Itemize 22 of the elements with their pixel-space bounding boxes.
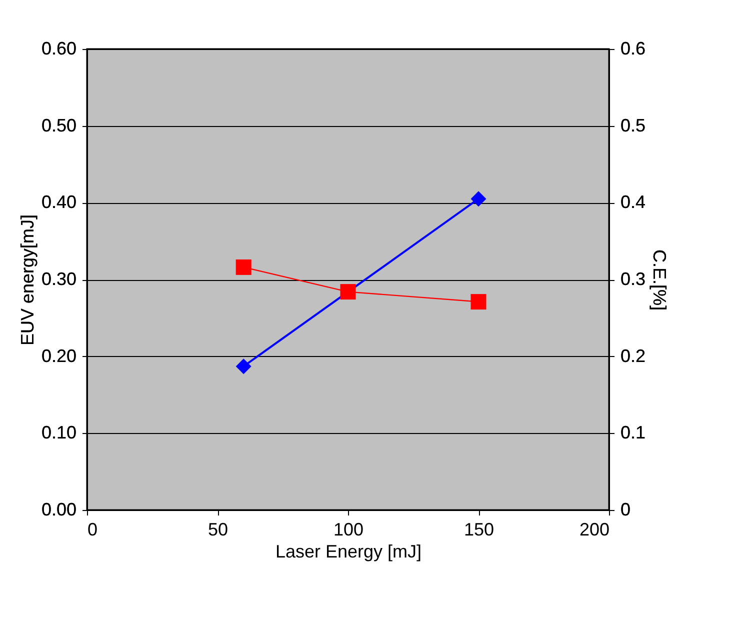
y-tick-label: 0.50	[41, 115, 76, 136]
x-tick-label: 50	[208, 520, 228, 540]
y2-tick-label: 0.1	[620, 422, 646, 443]
y2-tick-label: 0.3	[620, 269, 646, 289]
y-axis-title: EUV energy[mJ]	[17, 214, 38, 346]
x-tick-label: 150	[464, 520, 494, 540]
y2-tick-label: 0.6	[620, 38, 646, 58]
x-tick-label: 100	[333, 520, 364, 540]
y-tick-label: 0.30	[41, 269, 76, 289]
x-axis-title: Laser Energy [mJ]	[275, 542, 422, 562]
x-tick-label: 200	[579, 520, 610, 540]
y2-tick-label: 0	[620, 500, 631, 520]
y2-tick-label: 0.4	[620, 192, 646, 212]
y-tick-label: 0.10	[41, 422, 76, 443]
y-tick-label: 0.00	[41, 500, 76, 520]
y2-tick-label: 0.2	[620, 346, 646, 366]
y-tick-label: 0.40	[41, 192, 76, 212]
y2-axis-title: C.E.[%]	[650, 249, 670, 311]
x-tick-label: 0	[88, 520, 98, 540]
y2-tick-label: 0.5	[620, 115, 646, 136]
y-tick-label: 0.60	[41, 38, 76, 58]
y-tick-label: 0.20	[41, 346, 76, 366]
